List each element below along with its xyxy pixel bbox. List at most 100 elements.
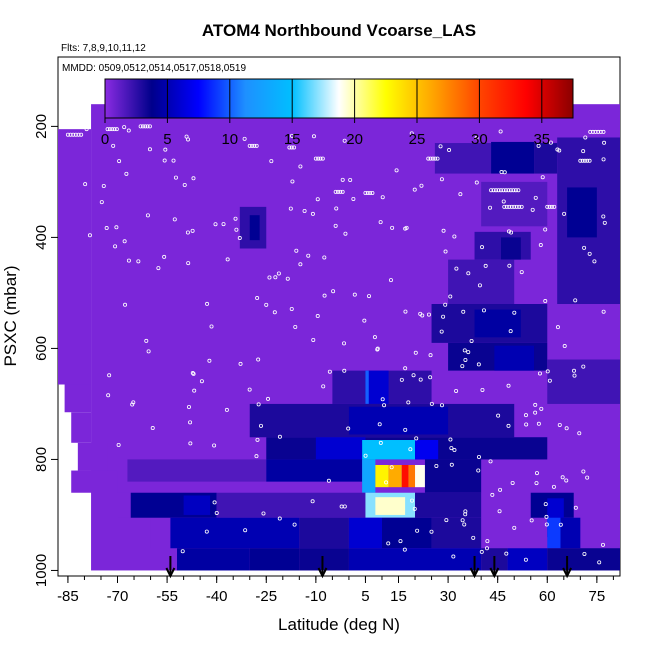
sample-marker [530,207,535,212]
sample-marker [573,505,578,510]
sample-marker [289,133,294,138]
sample-marker [310,211,315,216]
sample-marker [463,357,468,362]
y-tick-label: 1000 [33,554,50,587]
heatmap-cell [183,495,211,515]
x-tick-label: -25 [255,588,277,605]
sample-marker [320,156,325,161]
sample-marker [186,404,191,409]
sample-marker [104,226,109,231]
sample-marker [315,197,320,202]
sample-marker [331,289,336,294]
sample-marker [549,204,554,209]
sample-marker [264,302,269,307]
sample-marker [418,311,423,316]
sample-marker [117,159,122,164]
colorbar-tick-label: 20 [346,131,363,148]
coverage-region [150,517,171,549]
sample-marker [543,299,548,304]
sample-marker [122,125,127,130]
heatmap-cell [299,548,349,571]
sample-marker [588,129,593,134]
sample-marker [433,156,438,161]
heatmap-cell [434,143,492,174]
heatmap-cell [375,464,389,488]
sample-marker [370,190,375,195]
sample-marker [380,397,385,402]
sample-marker [572,373,577,378]
y-tick-label: 800 [33,447,50,472]
sample-marker [466,271,471,276]
sample-marker [484,546,489,551]
y-axis: 200 400 600 800 1000 [33,114,58,587]
sample-marker [258,423,263,428]
coverage-region [170,548,178,571]
sample-marker [490,492,495,497]
sample-marker [483,263,488,268]
sample-marker [451,554,456,559]
sample-marker [83,182,88,187]
sample-marker [190,228,195,233]
sample-marker [477,283,482,288]
sample-marker [191,176,196,181]
sample-marker [510,480,515,485]
sample-marker [114,127,119,132]
sample-marker [348,177,353,182]
heatmap-cell [534,143,558,174]
sample-marker [533,195,538,200]
sample-marker [285,276,290,281]
sample-marker [131,400,136,405]
sample-marker [87,233,92,238]
sample-marker [452,448,457,453]
sample-marker [435,156,440,161]
sample-marker [439,403,444,408]
x-tick-label: 45 [489,588,506,605]
sample-marker [581,364,586,369]
sample-marker [534,471,539,476]
sample-marker [408,447,413,452]
colorbar-ticks: 0 5 10 15 20 25 30 35 [101,79,550,148]
sample-marker [322,293,327,298]
sample-marker [409,131,414,136]
x-tick-label: -55 [156,588,178,605]
heatmap-cell [362,440,416,460]
sample-marker [411,373,416,378]
heatmap-cell [127,459,267,482]
sample-marker [372,335,377,340]
sample-marker [418,377,423,382]
sample-marker [126,258,131,263]
sample-marker [506,423,511,428]
sample-marker [552,204,557,209]
sample-marker [454,266,459,271]
y-tick-label: 200 [33,114,50,139]
sample-marker [438,144,443,149]
heatmap-cell [415,464,425,488]
heatmap-cell [266,459,363,482]
sample-marker [497,509,502,514]
sample-marker [73,132,78,137]
sample-marker [404,225,409,230]
sample-marker [403,366,408,371]
sample-marker [519,270,524,275]
sample-marker [573,298,578,303]
sample-marker [560,475,565,480]
sample-marker [448,437,453,442]
sample-marker [384,480,389,485]
sample-marker [84,127,89,132]
sample-marker [247,143,252,148]
sample-marker [394,168,399,173]
sample-marker [439,177,444,182]
profile-arrow [562,556,573,579]
heatmap-cell [491,141,535,174]
sample-marker [462,522,467,527]
sample-marker [326,478,331,483]
sample-marker [205,301,210,306]
sample-marker [551,484,556,489]
sample-marker [79,132,84,137]
sample-marker [243,528,248,533]
sample-marker [502,170,507,175]
heatmap-cell [547,359,620,404]
heatmap-cell [249,548,300,571]
sample-marker [188,420,193,425]
sample-marker [306,253,311,258]
